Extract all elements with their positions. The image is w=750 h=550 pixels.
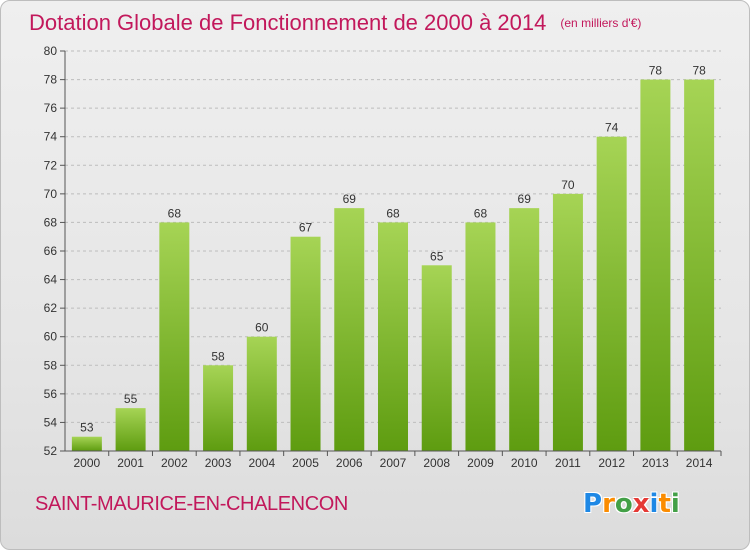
bar-value-label: 58 xyxy=(211,349,225,363)
x-tick-label: 2011 xyxy=(555,456,581,470)
bar-value-label: 78 xyxy=(649,64,663,78)
x-tick-label: 2012 xyxy=(598,456,625,470)
x-tick-label: 2000 xyxy=(74,456,101,470)
x-tick-label: 2003 xyxy=(205,456,232,470)
x-tick-label: 2005 xyxy=(292,456,319,470)
y-tick-label: 72 xyxy=(44,158,58,172)
x-tick-label: 2006 xyxy=(336,456,363,470)
x-tick-label: 2007 xyxy=(380,456,407,470)
bar xyxy=(115,408,146,451)
bar xyxy=(465,222,496,451)
x-axis: 2000 2001 2002 2003 2004 2005 2006 2007 2008 2009… xyxy=(65,450,722,470)
x-tick-label: 2008 xyxy=(423,456,450,470)
y-axis: 52 54 56 58 60 62 64 66 68 70 72 74 76 78 80 xyxy=(44,44,66,458)
bar-value-label: 53 xyxy=(80,421,94,435)
y-tick-label: 62 xyxy=(44,301,58,315)
bar xyxy=(509,208,540,451)
data-labels: 53 55 68 58 60 67 69 68 65 68 69 70 74 78 78 xyxy=(80,64,706,435)
bar xyxy=(71,436,102,451)
bar-value-label: 69 xyxy=(518,192,532,206)
bar-value-label: 55 xyxy=(124,392,138,406)
y-tick-label: 54 xyxy=(44,415,58,429)
x-tick-label: 2004 xyxy=(248,456,275,470)
x-tick-label: 2002 xyxy=(161,456,188,470)
y-tick-label: 76 xyxy=(44,101,58,115)
y-tick-label: 74 xyxy=(44,130,58,144)
bar xyxy=(552,193,583,451)
bar xyxy=(640,79,671,452)
y-tick-label: 66 xyxy=(44,244,58,258)
proxiti-logo[interactable]: Proxiti xyxy=(583,489,680,519)
logo-letter: o xyxy=(614,489,633,519)
bar-value-label: 70 xyxy=(561,178,575,192)
logo-letter: t xyxy=(658,489,671,519)
bar-value-label: 65 xyxy=(430,249,444,263)
chart-title-text: Dotation Globale de Fonctionnement de 20… xyxy=(29,10,547,35)
y-tick-label: 64 xyxy=(44,273,58,287)
bar-value-label: 69 xyxy=(343,192,357,206)
y-tick-label: 78 xyxy=(44,73,58,87)
bar xyxy=(421,265,452,451)
logo-letter: x xyxy=(632,489,650,519)
bar xyxy=(159,222,190,451)
logo-letter: i xyxy=(649,489,659,519)
x-tick-label: 2001 xyxy=(117,456,144,470)
bar-value-label: 68 xyxy=(168,206,182,220)
chart-title: Dotation Globale de Fonctionnement de 20… xyxy=(29,7,641,39)
y-tick-label: 58 xyxy=(44,358,58,372)
bar-value-label: 68 xyxy=(474,206,488,220)
logo-letter: r xyxy=(602,489,615,519)
commune-name: SAINT-MAURICE-EN-CHALENCON xyxy=(35,493,348,515)
bar xyxy=(246,336,277,451)
bar-value-label: 60 xyxy=(255,321,269,335)
y-tick-label: 56 xyxy=(44,387,58,401)
bar xyxy=(290,236,321,451)
bar-value-label: 78 xyxy=(692,64,706,78)
bar xyxy=(596,136,627,451)
bars xyxy=(71,79,715,452)
bar-value-label: 68 xyxy=(386,206,400,220)
x-tick-label: 2014 xyxy=(686,456,713,470)
bar xyxy=(378,222,408,451)
y-tick-label: 80 xyxy=(44,44,58,58)
y-tick-label: 52 xyxy=(44,444,58,458)
logo-letter: i xyxy=(670,489,680,519)
x-tick-label: 2013 xyxy=(642,456,669,470)
chart-unit-label: (en milliers d'€) xyxy=(560,16,642,30)
x-tick-label: 2010 xyxy=(511,456,538,470)
y-tick-label: 68 xyxy=(44,215,58,229)
bar xyxy=(684,79,715,452)
y-tick-label: 70 xyxy=(44,187,58,201)
x-tick-label: 2009 xyxy=(467,456,494,470)
bar xyxy=(203,365,234,451)
bar-value-label: 67 xyxy=(299,221,313,235)
bar xyxy=(334,208,365,451)
bar-value-label: 74 xyxy=(605,121,619,135)
y-tick-label: 60 xyxy=(44,330,58,344)
logo-letter: P xyxy=(583,489,603,519)
